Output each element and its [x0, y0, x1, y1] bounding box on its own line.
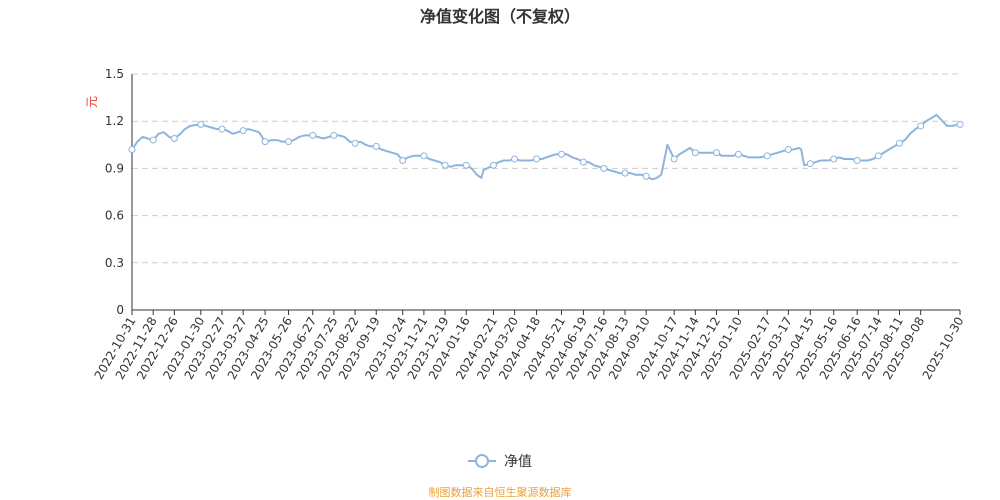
legend[interactable]: 净值 [468, 454, 532, 470]
y-axis-label: 元 [85, 96, 99, 108]
data-point-marker [511, 155, 519, 163]
y-tick-label: 1.5 [105, 67, 124, 81]
data-point-marker [642, 172, 650, 180]
data-point-marker [261, 138, 269, 146]
data-point-marker [784, 146, 792, 154]
y-tick-labels: 0 0.3 0.6 0.9 1.2 1.5 [105, 67, 124, 317]
data-point-marker [128, 146, 136, 154]
data-point-marker [691, 149, 699, 157]
axes [131, 74, 960, 311]
data-point-marker [917, 122, 925, 130]
legend-swatch-marker [475, 454, 489, 468]
data-point-marker [420, 152, 428, 160]
data-point-marker [621, 169, 629, 177]
y-tick-label: 1.2 [105, 114, 124, 128]
x-tick-labels: 2022-10-312022-11-282022-12-262023-01-30… [92, 310, 967, 382]
data-source-note: 制图数据来自恒生聚源数据库 [429, 485, 572, 499]
data-point-marker [330, 131, 338, 139]
y-tick-label: 0 [116, 303, 124, 317]
data-point-marker [441, 161, 449, 169]
data-point-marker [239, 127, 247, 135]
y-tick-label: 0.6 [105, 209, 124, 223]
data-point-marker [170, 135, 178, 143]
data-point-marker [853, 157, 861, 165]
data-point-marker [149, 136, 157, 144]
series-group [128, 113, 964, 181]
chart-title: 净值变化图（不复权） [420, 7, 580, 26]
data-point-marker [285, 138, 293, 146]
grid-lines [132, 73, 960, 264]
data-point-marker [830, 155, 838, 163]
legend-label: 净值 [504, 454, 532, 470]
y-tick-label: 0.3 [105, 256, 124, 270]
data-point-marker [956, 120, 964, 128]
data-point-marker [372, 142, 380, 150]
data-point-marker [896, 139, 904, 147]
data-point-marker [558, 150, 566, 158]
data-point-marker [600, 164, 608, 172]
data-point-marker [462, 161, 470, 169]
data-point-marker [670, 155, 678, 163]
series-line-net-value [131, 113, 961, 181]
data-point-marker [734, 150, 742, 158]
data-point-marker [579, 158, 587, 166]
data-point-marker [874, 152, 882, 160]
data-point-marker [399, 157, 407, 165]
data-point-marker [489, 161, 497, 169]
data-point-marker [533, 155, 541, 163]
data-point-marker [763, 152, 771, 160]
x-tick-label: 2025-10-30 [920, 315, 967, 382]
data-point-marker [806, 160, 814, 168]
data-point-marker [309, 131, 317, 139]
data-point-marker [351, 139, 359, 147]
y-tick-label: 0.9 [105, 161, 124, 175]
data-point-marker [713, 149, 721, 157]
data-point-marker [197, 120, 205, 128]
data-point-marker [218, 125, 226, 133]
